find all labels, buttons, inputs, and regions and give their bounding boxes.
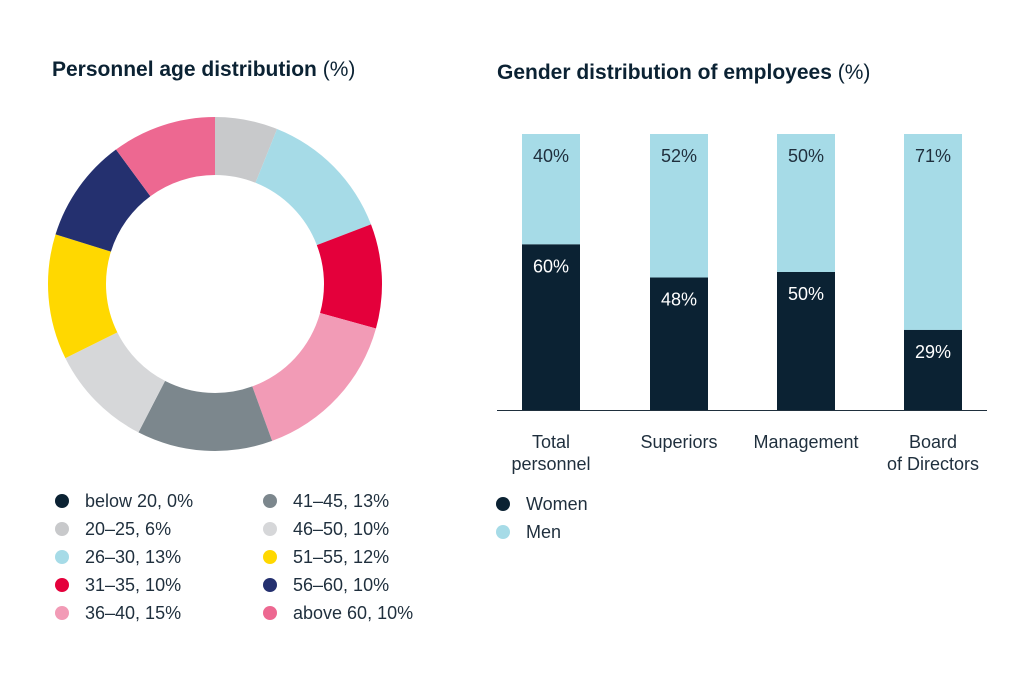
legend-label: below 20, 0% (85, 491, 194, 511)
legend-swatch (55, 606, 69, 620)
legend-label: 41–45, 13% (293, 491, 390, 511)
bar-women-value-label: 29% (915, 342, 951, 362)
age-chart-title-text: Personnel age distribution (52, 58, 317, 81)
donut-slice-26-30 (255, 128, 372, 246)
donut-slice-46-50 (65, 332, 166, 433)
bar-men-segment (904, 134, 962, 330)
x-tick-label: Board of Directors (886, 432, 980, 474)
donut-slice-31-35 (316, 224, 382, 329)
age-donut-chart (48, 117, 382, 452)
age-chart-title: Personnel age distribution (%) (52, 58, 355, 82)
donut-slice-41-45 (138, 380, 273, 452)
gender-chart-title: Gender distribution of employees (%) (497, 61, 870, 85)
bar-women-segment (777, 272, 835, 410)
legend-label: 56–60, 10% (293, 575, 390, 595)
legend-label: above 60, 10% (293, 603, 414, 623)
bar-women-value-label: 48% (661, 290, 697, 310)
gender-bar-chart: 40% 60% 52% 48% 50% 50% 71% 29% (497, 134, 987, 411)
legend-label: 31–35, 10% (85, 575, 182, 595)
gender-chart-title-text: Gender distribution of employees (497, 61, 832, 84)
bar-men-segment (522, 134, 580, 245)
legend-swatch (55, 522, 69, 536)
legend-swatch (496, 497, 510, 511)
legend-swatch (263, 550, 277, 564)
donut-slice-36-40 (252, 313, 376, 441)
x-tick-label: Total personnel (511, 432, 591, 474)
bar-men-segment (650, 134, 708, 278)
legend-label: 46–50, 10% (293, 519, 390, 539)
legend-label: Men (526, 522, 562, 542)
legend-label: 26–30, 13% (85, 547, 182, 567)
legend-label: 36–40, 15% (85, 603, 182, 623)
legend-swatch (55, 494, 69, 508)
gender-chart-title-unit: (%) (837, 61, 871, 84)
legend-swatch (263, 578, 277, 592)
bar-men-segment (777, 134, 835, 272)
donut-slice-20-25 (215, 117, 278, 183)
bar-women-value-label: 50% (788, 284, 824, 304)
age-chart-title-unit: (%) (322, 58, 356, 81)
x-tick-label: Management (753, 432, 859, 452)
legend-swatch (263, 494, 277, 508)
legend-label: 20–25, 6% (85, 519, 172, 539)
legend-label: Women (526, 494, 588, 514)
legend-swatch (496, 525, 510, 539)
legend-label: 51–55, 12% (293, 547, 390, 567)
legend-swatch (55, 550, 69, 564)
bar-women-value-label: 60% (533, 256, 569, 276)
bar-women-segment (904, 329, 962, 410)
bar-men-value-label: 71% (915, 146, 951, 166)
bar-men-value-label: 52% (661, 146, 697, 166)
legend-swatch (55, 578, 69, 592)
donut-slice-56-60 (55, 149, 151, 252)
x-tick-label: Superiors (640, 432, 718, 452)
donut-slice-51-55 (48, 234, 118, 359)
bar-women-segment (650, 277, 708, 410)
bar-women-segment (522, 244, 580, 410)
donut-slice-above-60 (115, 117, 215, 197)
bar-men-value-label: 40% (533, 146, 569, 166)
legend-swatch (263, 522, 277, 536)
legend-swatch (263, 606, 277, 620)
bar-men-value-label: 50% (788, 146, 824, 166)
